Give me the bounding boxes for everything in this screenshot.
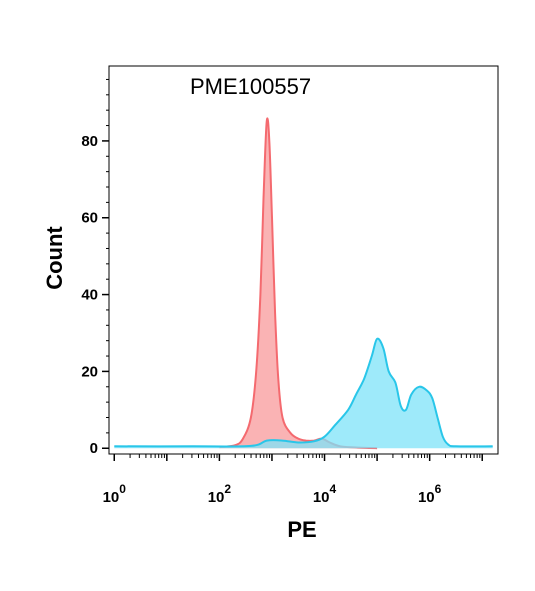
series-1-area [219,118,378,449]
plot-frame [108,65,499,455]
series-2-area [114,338,493,449]
y-tick-label: 80 [81,133,98,150]
tick-layer: 0 20 40 60 80 100 102 104 106 [81,78,483,506]
x-tick-label: 104 [313,482,337,506]
y-tick-label: 60 [81,210,98,227]
series-2-line [114,337,493,448]
y-tick-label: 20 [81,363,98,380]
y-tick-label: 0 [90,440,98,457]
x-tick-label: 100 [103,482,127,506]
x-axis-title: PE [287,517,316,542]
y-tick-label: 40 [81,287,98,304]
x-tick-label: 106 [418,482,442,506]
x-tick-label: 102 [208,482,232,506]
series-layer [114,117,493,450]
y-axis-title: Count [42,226,67,290]
chart-title: PME100557 [190,74,311,99]
